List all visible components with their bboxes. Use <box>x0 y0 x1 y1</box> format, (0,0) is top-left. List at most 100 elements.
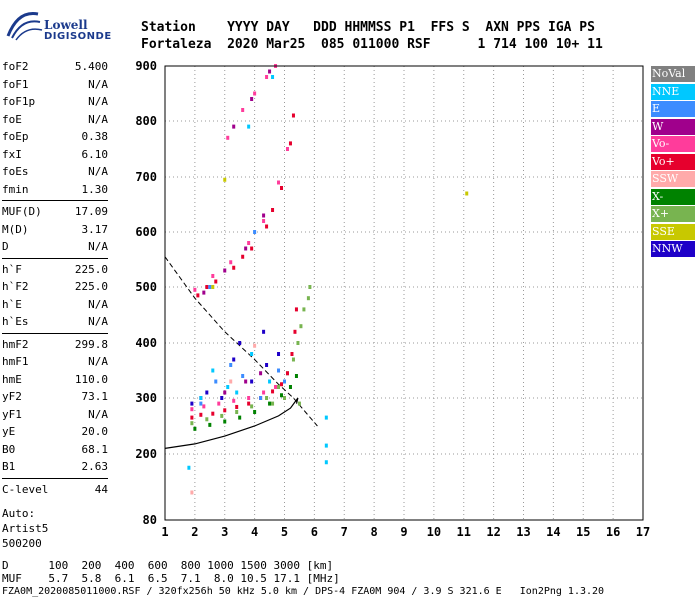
x-tick-label: 12 <box>486 525 500 539</box>
param-row: yF2 73.1 <box>2 388 108 406</box>
echo-point <box>232 357 236 362</box>
echo-point <box>250 352 254 356</box>
param-row: foEs N/A <box>2 163 108 181</box>
echo-point <box>271 401 275 406</box>
echo-point <box>302 307 306 312</box>
echo-point <box>277 368 281 373</box>
param-name: h`Es <box>2 315 29 328</box>
param-value: N/A <box>88 95 108 108</box>
echo-point <box>205 285 209 289</box>
echo-point <box>262 390 266 395</box>
echo-point <box>193 426 197 431</box>
echo-point <box>268 401 272 406</box>
echo-point <box>277 352 281 356</box>
param-row: B1 2.63 <box>2 458 108 476</box>
param-value: 20.0 <box>81 425 109 438</box>
echo-point <box>235 390 239 395</box>
legend-item: Vo+ <box>651 153 695 170</box>
param-name: fmin <box>2 182 29 196</box>
echo-point <box>241 108 245 112</box>
echo-point <box>253 91 257 96</box>
x-tick-label: 15 <box>576 525 590 539</box>
y-tick-label: 300 <box>135 391 157 405</box>
x-tick-label: 11 <box>457 525 471 539</box>
echo-point <box>244 246 248 251</box>
y-tick-label: 900 <box>135 59 157 73</box>
echo-point <box>232 265 236 270</box>
param-value: N/A <box>88 112 108 126</box>
echo-point <box>265 75 269 79</box>
echo-point <box>208 422 212 427</box>
x-tick-label: 5 <box>281 525 288 539</box>
echo-point <box>190 407 194 412</box>
param-name: D <box>2 240 9 253</box>
param-divider <box>2 257 108 259</box>
echo-point <box>262 213 266 218</box>
echo-point <box>223 268 227 273</box>
param-row: h`E N/A <box>2 296 108 314</box>
echo-point <box>241 254 245 259</box>
param-value: 225.0 <box>74 262 108 276</box>
echo-point <box>223 419 227 424</box>
legend-item: W <box>651 118 695 135</box>
header-labels: Station YYYY DAY DDD HHMMSS P1 FFS S AXN… <box>141 20 595 35</box>
legend-item: NoVal <box>651 66 695 82</box>
chart-grid <box>164 65 644 521</box>
echo-point <box>226 385 230 389</box>
echo-point <box>291 357 295 362</box>
param-value: N/A <box>88 355 108 368</box>
echo-point <box>232 398 236 403</box>
x-tick-label: 14 <box>546 525 560 539</box>
echo-point <box>220 396 224 400</box>
param-name: foE <box>2 112 22 126</box>
param-name: C-level <box>2 482 49 496</box>
echo-point <box>299 324 303 329</box>
param-name: yF2 <box>2 390 22 403</box>
echo-point <box>274 385 278 389</box>
echo-point <box>280 186 284 190</box>
echo-point <box>247 241 251 245</box>
param-name: foEp <box>2 130 29 143</box>
echo-point <box>211 368 215 373</box>
param-name: yF1 <box>2 407 22 421</box>
echo-point <box>187 465 191 470</box>
echo-point <box>308 285 312 289</box>
echo-point <box>232 124 236 129</box>
echo-point <box>193 287 197 292</box>
echo-point <box>265 363 269 367</box>
logo-digisonde-text: DIGISONDE <box>44 31 112 42</box>
param-value: N/A <box>88 77 108 91</box>
echo-point <box>205 390 209 395</box>
param-name: foF1 <box>2 77 29 91</box>
echo-point <box>205 417 209 422</box>
param-value: N/A <box>88 240 108 253</box>
echo-point <box>229 260 233 265</box>
y-tick-label: 400 <box>135 336 157 350</box>
param-value: 0.38 <box>81 130 109 143</box>
echo-point <box>247 124 251 129</box>
x-tick-label: 10 <box>427 525 441 539</box>
echo-point <box>268 379 272 384</box>
x-tick-label: 1 <box>161 525 168 539</box>
param-value: 73.1 <box>81 390 109 403</box>
x-tick-label: 16 <box>606 525 620 539</box>
echo-point <box>247 401 251 406</box>
echo-point <box>211 285 215 289</box>
param-name: h`F <box>2 262 22 276</box>
param-name: MUF(D) <box>2 205 42 218</box>
autoscaling-line2: Artist5 <box>2 522 49 535</box>
echo-point <box>280 382 284 387</box>
param-name: foEs <box>2 165 29 178</box>
echo-point <box>211 411 215 416</box>
echo-point <box>294 374 298 378</box>
echo-point <box>253 410 257 414</box>
chart-axes: 1 2 3 4 5 6 7 8 9 10 11 12 13 14 15 16 17802003004005006… <box>135 59 650 539</box>
echo-point <box>294 307 298 312</box>
polarization-legend: NoVal NNE E W Vo- Vo+ SSW X- X+ SSE NNW <box>651 66 695 259</box>
x-tick-label: 17 <box>636 525 650 539</box>
echo-point <box>253 343 257 348</box>
param-name: M(D) <box>2 222 29 236</box>
param-row: M(D) 3.17 <box>2 221 108 239</box>
muf-curve <box>164 256 318 427</box>
